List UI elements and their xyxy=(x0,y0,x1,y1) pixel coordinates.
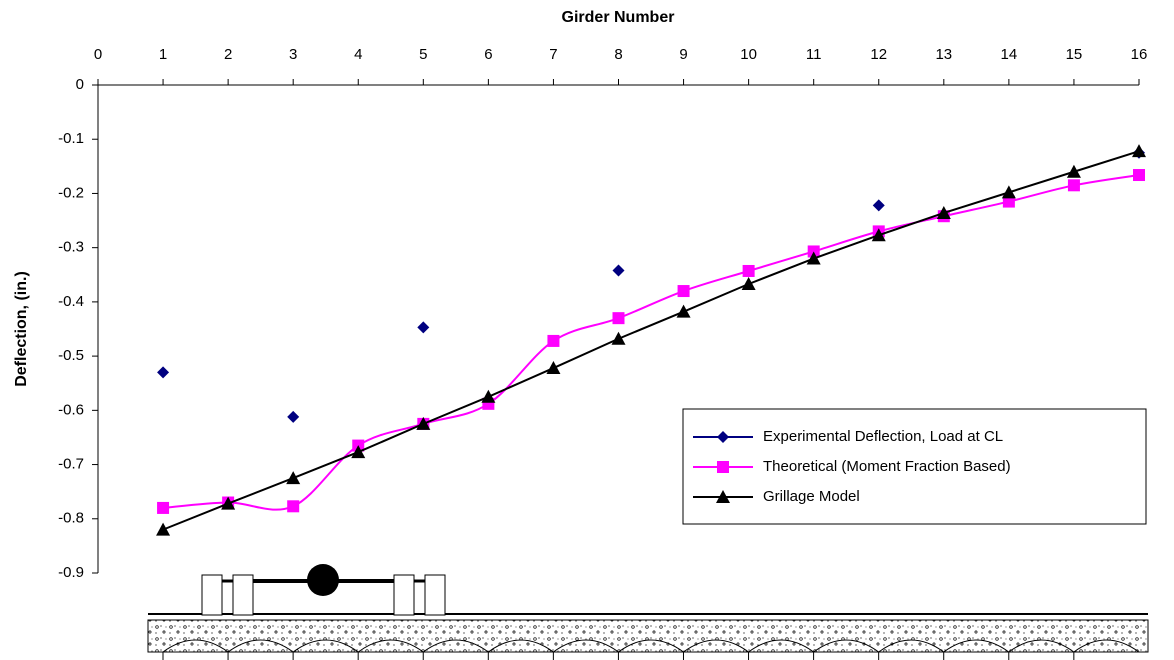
legend-label: Grillage Model xyxy=(763,488,860,505)
marker xyxy=(611,331,626,345)
legend-marker xyxy=(717,461,729,473)
x-tick-label: 9 xyxy=(679,46,687,63)
x-tick-label: 1 xyxy=(159,46,167,63)
y-tick-label: -0.5 xyxy=(58,347,84,364)
marker xyxy=(547,334,560,347)
x-tick-label: 10 xyxy=(740,46,757,63)
y-axis-title: Deflection, (in.) xyxy=(13,271,30,387)
series-line xyxy=(162,150,1140,531)
marker xyxy=(546,361,561,375)
marker xyxy=(676,304,691,318)
x-tick-label: 13 xyxy=(935,46,952,63)
marker xyxy=(612,264,625,277)
y-tick-label: -0.2 xyxy=(58,184,84,201)
marker xyxy=(287,500,300,513)
x-tick-label: 3 xyxy=(289,46,297,63)
x-tick-label: 5 xyxy=(419,46,427,63)
marker xyxy=(1002,195,1015,208)
x-tick-label: 11 xyxy=(806,46,822,63)
y-tick-label: -0.6 xyxy=(58,401,84,418)
x-tick-label: 15 xyxy=(1066,46,1083,63)
x-tick-label: 12 xyxy=(870,46,887,63)
legend-label: Experimental Deflection, Load at CL xyxy=(763,428,1003,445)
marker xyxy=(1133,169,1145,182)
marker xyxy=(287,410,300,423)
x-tick-label: 16 xyxy=(1131,46,1148,63)
legend-label: Theoretical (Moment Fraction Based) xyxy=(763,458,1011,475)
marker xyxy=(1066,164,1081,178)
marker xyxy=(1067,179,1080,192)
marker xyxy=(286,471,301,485)
marker xyxy=(481,389,496,403)
legend-marker xyxy=(717,431,729,443)
marker xyxy=(1001,185,1016,199)
y-tick-label: -0.1 xyxy=(58,130,84,147)
x-axis-title: Girder Number xyxy=(562,9,675,26)
y-tick-label: 0 xyxy=(76,76,84,93)
x-tick-label: 0 xyxy=(94,46,102,63)
x-tick-label: 14 xyxy=(1001,46,1018,63)
y-tick-label: -0.7 xyxy=(58,456,84,473)
bridge-illustration xyxy=(147,564,1149,660)
legend xyxy=(682,408,1147,525)
marker xyxy=(677,285,690,298)
y-tick-label: -0.4 xyxy=(58,293,84,310)
marker xyxy=(936,205,951,219)
marker xyxy=(742,264,755,277)
marker xyxy=(221,496,236,510)
marker xyxy=(156,522,171,536)
marker xyxy=(741,276,756,290)
marker xyxy=(612,312,625,325)
marker xyxy=(1132,144,1146,158)
series-line xyxy=(162,174,1140,511)
marker xyxy=(871,228,886,242)
x-tick-label: 4 xyxy=(354,46,362,63)
y-tick-label: -0.8 xyxy=(58,510,84,527)
legend-marker xyxy=(716,490,730,503)
marker xyxy=(872,199,885,212)
marker xyxy=(416,416,431,430)
x-tick-label: 2 xyxy=(224,46,232,63)
x-tick-label: 7 xyxy=(549,46,557,63)
y-tick-label: -0.9 xyxy=(58,564,84,581)
x-tick-label: 6 xyxy=(484,46,492,63)
marker xyxy=(351,445,366,459)
y-tick-label: -0.3 xyxy=(58,239,84,256)
marker xyxy=(417,321,430,334)
x-tick-label: 8 xyxy=(614,46,622,63)
marker xyxy=(806,251,821,265)
marker xyxy=(157,501,170,514)
marker xyxy=(807,245,820,258)
marker xyxy=(157,366,170,379)
